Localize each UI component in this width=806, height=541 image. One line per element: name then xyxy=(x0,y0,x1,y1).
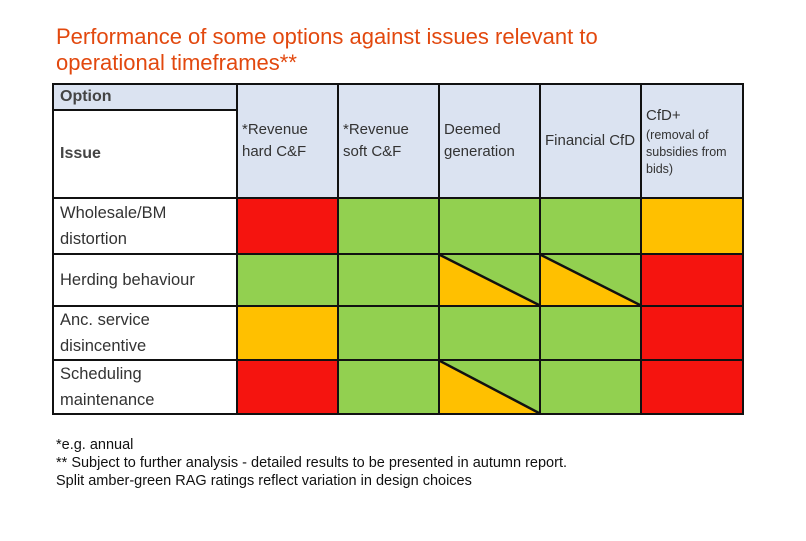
column-header-cfd-plus: CfD+ (removal of subsidies from bids) xyxy=(640,83,744,199)
issue-label: Anc. service disincentive xyxy=(52,305,238,361)
footnote: *e.g. annual xyxy=(56,437,134,453)
footnotes: *e.g. annual ** Subject to further analy… xyxy=(56,436,567,490)
column-header: Deemed generation xyxy=(438,83,541,199)
rating-cell-green xyxy=(539,197,642,255)
column-header-line2: (removal of subsidies from bids) xyxy=(646,127,727,176)
footnote: ** Subject to further analysis - detaile… xyxy=(56,455,568,471)
column-header: *Revenue hard C&F xyxy=(236,83,339,199)
slide-title: Performance of some options against issu… xyxy=(56,24,598,75)
issue-header: Issue xyxy=(52,109,238,199)
footnote: Split amber-green RAG ratings reflect va… xyxy=(56,473,472,489)
rating-cell-red xyxy=(640,253,744,307)
rating-cell-amber xyxy=(236,305,339,361)
issue-label: Wholesale/BM distortion xyxy=(52,197,238,255)
rating-cell-green xyxy=(438,197,541,255)
column-header: *Revenue soft C&F xyxy=(337,83,440,199)
rating-cell-green xyxy=(539,305,642,361)
split-rating-triangle xyxy=(440,255,539,305)
table-row: Wholesale/BM distortion xyxy=(52,197,744,255)
issue-label: Scheduling maintenance xyxy=(52,359,238,415)
rating-cell-amber-green xyxy=(438,359,541,415)
table-row: Herding behaviour xyxy=(52,253,744,307)
rating-cell-red xyxy=(236,359,339,415)
table-row: Scheduling maintenance xyxy=(52,359,744,415)
rating-cell-green xyxy=(337,305,440,361)
rating-cell-amber xyxy=(640,197,744,255)
rating-cell-green xyxy=(539,359,642,415)
rating-cell-red xyxy=(236,197,339,255)
rating-cell-green xyxy=(236,253,339,307)
rating-cell-red xyxy=(640,305,744,361)
split-rating-triangle xyxy=(440,361,539,413)
rating-cell-amber-green xyxy=(438,253,541,307)
option-header: Option xyxy=(52,83,238,111)
rating-cell-green xyxy=(438,305,541,361)
rating-cell-green xyxy=(337,253,440,307)
rating-cell-green xyxy=(337,197,440,255)
column-header-line1: CfD+ xyxy=(646,106,681,124)
rag-table: Option *Revenue hard C&F *Revenue soft C… xyxy=(52,83,744,415)
split-rating-triangle xyxy=(541,255,640,305)
rating-cell-red xyxy=(640,359,744,415)
table-row: Anc. service disincentive xyxy=(52,305,744,361)
rating-cell-amber-green xyxy=(539,253,642,307)
issue-label: Herding behaviour xyxy=(52,253,238,307)
column-header: Financial CfD xyxy=(539,83,642,199)
rating-cell-green xyxy=(337,359,440,415)
